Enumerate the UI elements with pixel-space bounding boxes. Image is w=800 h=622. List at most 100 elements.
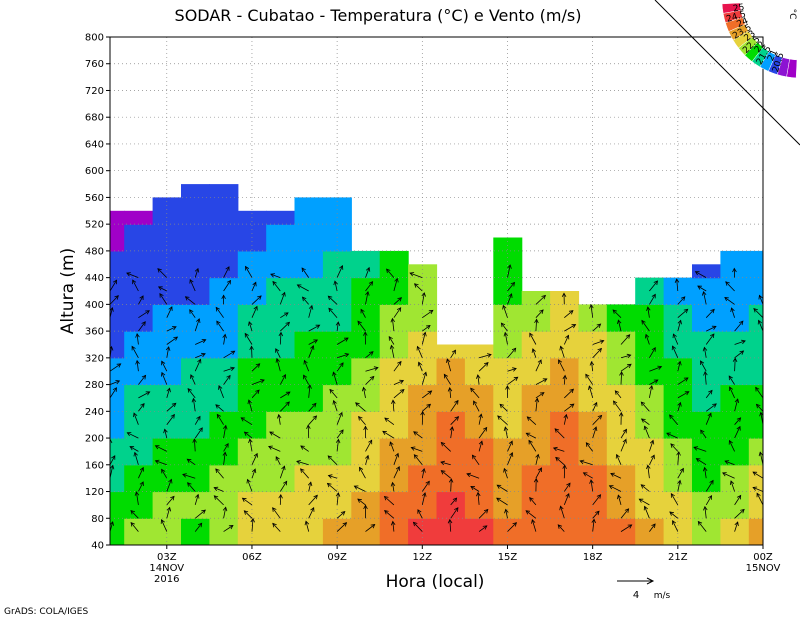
temperature-cell — [607, 492, 636, 519]
wind-vector — [763, 509, 768, 518]
temperature-cell — [380, 385, 409, 412]
y-tick-label: 520 — [85, 220, 104, 231]
temperature-cell — [153, 251, 182, 278]
temperature-cell — [550, 331, 579, 358]
temperature-cell — [380, 438, 409, 465]
temperature-cell — [266, 224, 295, 251]
temperature-cell — [209, 331, 238, 358]
wind-vector — [763, 443, 768, 452]
temperature-cell — [181, 518, 210, 545]
temperature-cell — [550, 518, 579, 545]
temperature-cell — [266, 211, 295, 225]
temperature-cell — [295, 197, 324, 224]
temperature-cell — [380, 304, 409, 331]
temperature-cell — [266, 518, 295, 545]
y-tick-label: 80 — [91, 514, 104, 525]
temperature-cell — [607, 518, 636, 545]
wind-vector — [105, 400, 111, 411]
temperature-cell — [124, 304, 153, 331]
y-tick-label: 200 — [85, 434, 104, 445]
x-tick-label: 09Z — [327, 552, 347, 563]
temperature-cell — [181, 184, 210, 198]
wind-vector — [102, 420, 110, 425]
temperature-cell — [720, 278, 749, 305]
x-tick-year: 2016 — [154, 574, 179, 585]
y-tick-label: 120 — [85, 487, 104, 498]
temperature-cell — [380, 358, 409, 385]
x-tick-label: 12Z — [413, 552, 433, 563]
temperature-cell — [153, 465, 182, 492]
temperature-cell — [692, 331, 721, 358]
temperature-cell — [209, 224, 238, 251]
temperature-cell — [209, 251, 238, 278]
temperature-cell — [181, 224, 210, 251]
x-tick-label: 18Z — [583, 552, 603, 563]
temperature-cell — [550, 304, 579, 331]
temperature-cell — [124, 358, 153, 385]
temperature-cell — [238, 251, 267, 278]
temperature-cell — [181, 438, 210, 465]
temperature-cell — [635, 411, 664, 438]
temperature-cell — [692, 518, 721, 545]
y-tick-label: 160 — [85, 460, 104, 471]
temperature-cell — [380, 465, 409, 492]
wind-vector-head — [764, 279, 768, 283]
wind-vector — [763, 335, 769, 344]
temperature-cell — [550, 411, 579, 438]
temperature-cell — [579, 465, 608, 492]
wind-vector — [763, 279, 767, 291]
temperature-cell — [295, 278, 324, 305]
temperature-cell — [408, 465, 437, 492]
temperature-cell — [266, 465, 295, 492]
temperature-cell — [323, 411, 352, 438]
temperature-cell — [295, 251, 324, 278]
temperature-cell — [720, 518, 749, 545]
temperature-cell — [181, 411, 210, 438]
y-tick-label: 600 — [85, 166, 104, 177]
temperature-cell — [266, 411, 295, 438]
temperature-cell — [465, 385, 494, 412]
temperature-cell — [522, 291, 551, 305]
y-tick-label: 800 — [85, 33, 104, 44]
wind-vector-head — [102, 420, 106, 423]
wind-vector-head — [771, 353, 775, 357]
temperature-cell — [635, 278, 664, 305]
temperature-cell — [635, 518, 664, 545]
wind-vector — [308, 425, 309, 438]
temperature-cell — [664, 331, 693, 358]
wind-vector-head — [102, 508, 106, 512]
temperature-cell — [124, 278, 153, 305]
temperature-cell — [664, 304, 693, 331]
temperature-cell — [181, 278, 210, 305]
x-tick-label: 21Z — [668, 552, 688, 563]
y-axis-label: Altura (m) — [58, 248, 78, 334]
temperature-cell — [465, 518, 494, 545]
y-axis-ticks: 4080120160200240280320360400440480520560… — [85, 33, 110, 552]
temperature-cell — [720, 492, 749, 519]
y-tick-label: 360 — [85, 327, 104, 338]
temperature-cell — [124, 224, 153, 251]
grads-credit: GrADS: COLA/IGES — [4, 607, 88, 617]
temperature-cell — [124, 518, 153, 545]
y-tick-label: 480 — [85, 246, 104, 257]
temperature-cell — [266, 385, 295, 412]
temperature-cell — [692, 264, 721, 278]
y-tick-label: 400 — [85, 300, 104, 311]
temperature-cell — [295, 358, 324, 385]
x-axis-label: Hora (local) — [386, 572, 485, 592]
temperature-cell — [153, 385, 182, 412]
wind-vector — [763, 267, 770, 277]
temperature-cell — [635, 304, 664, 331]
temperature-cell — [351, 278, 380, 305]
wind-scale-unit: m/s — [654, 591, 671, 601]
temperature-cell — [351, 438, 380, 465]
temperature-cell — [181, 197, 210, 224]
temperature-cell — [266, 304, 295, 331]
x-tick-label: 03Z — [157, 552, 177, 563]
temperature-cell — [493, 304, 522, 331]
wind-vector-head — [104, 400, 108, 404]
temperature-cell — [408, 385, 437, 412]
temperature-cell — [209, 465, 238, 492]
temperature-cell — [522, 358, 551, 385]
